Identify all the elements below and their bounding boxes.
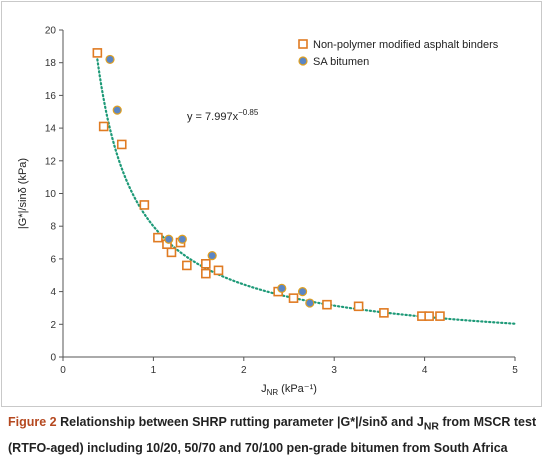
caption-label: Figure 2: [8, 415, 57, 429]
data-points: [92, 48, 445, 321]
x-axis-label-main: J: [261, 383, 267, 395]
circle-point: [305, 298, 315, 308]
square-point: [139, 200, 150, 210]
y-tick-label: 10: [45, 189, 57, 200]
x-axis-label-unit: (kPa⁻¹): [278, 383, 317, 395]
square-point: [353, 301, 364, 312]
x-axis-label-sub: NR: [267, 388, 279, 397]
x-tick-label: 4: [422, 365, 428, 376]
circle-point: [177, 234, 187, 244]
square-point: [116, 139, 127, 150]
circle-point: [112, 105, 122, 115]
y-tick-label: 14: [45, 124, 57, 135]
trendline-exponent: −0.85: [238, 108, 259, 117]
y-tick-label: 18: [45, 58, 57, 69]
trendline-equation: y = 7.997x−0.85: [187, 108, 259, 123]
axis-labels: JNR (kPa⁻¹) |G*|/sinδ (kPa): [17, 158, 317, 397]
square-point: [98, 121, 109, 132]
circle-point: [207, 251, 217, 261]
square-point: [379, 308, 389, 318]
y-tick-label: 8: [50, 222, 56, 233]
trendline-curve: [96, 58, 517, 325]
legend: Non-polymer modified asphalt binders SA b…: [298, 39, 499, 68]
x-tick-label: 1: [151, 365, 157, 376]
square-point: [153, 232, 163, 243]
x-tick-label: 3: [331, 365, 337, 376]
square-point: [92, 48, 103, 58]
square-point: [424, 311, 434, 321]
square-point: [322, 299, 332, 310]
figure-caption: Figure 2 Relationship between SHRP rutti…: [8, 412, 538, 458]
circle-point: [164, 234, 174, 244]
legend-label: SA bitumen: [313, 56, 369, 68]
square-point: [182, 260, 192, 271]
circle-point: [277, 283, 287, 293]
caption-text-2: from MSCR test (RTFO-aged) including 10/…: [8, 415, 537, 455]
caption-subscript: NR: [423, 421, 439, 433]
square-point: [201, 259, 211, 269]
legend-label: Non-polymer modified asphalt binders: [313, 39, 499, 51]
y-axis-label: |G*|/sinδ (kPa): [17, 158, 29, 229]
trendline: y = 7.997x−0.85: [96, 58, 517, 325]
x-tick-label: 2: [241, 365, 247, 376]
y-tick-label: 20: [45, 26, 57, 37]
y-tick-label: 12: [45, 156, 57, 167]
y-tick-label: 6: [50, 254, 56, 265]
square-point: [166, 247, 177, 258]
y-tick-label: 2: [50, 320, 56, 331]
legend-circle-marker: [298, 56, 308, 66]
square-point: [213, 265, 224, 276]
circle-point: [297, 287, 308, 297]
square-point: [201, 268, 211, 279]
square-point: [288, 293, 299, 303]
figure-frame: [1, 1, 542, 407]
x-tick-label: 0: [60, 365, 66, 376]
caption-text: Relationship between SHRP rutting parame…: [60, 415, 424, 429]
y-tick-label: 16: [45, 91, 57, 102]
y-tick-label: 0: [50, 353, 56, 364]
square-point: [435, 311, 445, 321]
x-tick-label: 5: [512, 365, 518, 376]
y-tick-label: 4: [50, 287, 56, 298]
x-axis-label: JNR (kPa⁻¹): [261, 383, 317, 397]
legend-square-marker: [298, 39, 308, 49]
circle-point: [105, 54, 115, 65]
